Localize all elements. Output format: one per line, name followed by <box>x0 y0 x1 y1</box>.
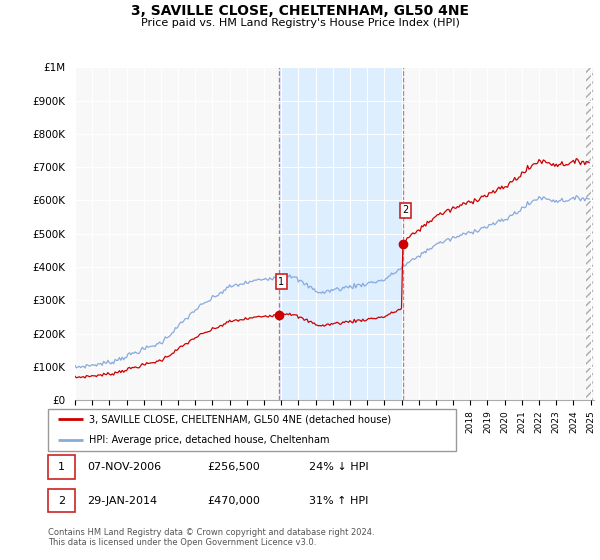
Text: 07-NOV-2006: 07-NOV-2006 <box>87 462 161 472</box>
Text: 1: 1 <box>58 462 65 472</box>
Bar <box>279 67 403 400</box>
Bar <box>587 67 592 400</box>
Text: Price paid vs. HM Land Registry's House Price Index (HPI): Price paid vs. HM Land Registry's House … <box>140 18 460 29</box>
Text: 1: 1 <box>278 277 284 287</box>
Text: 24% ↓ HPI: 24% ↓ HPI <box>309 462 368 472</box>
Text: £256,500: £256,500 <box>207 462 260 472</box>
Text: 2: 2 <box>403 206 409 216</box>
Text: 2: 2 <box>58 496 65 506</box>
Bar <box>586 67 593 400</box>
Text: Contains HM Land Registry data © Crown copyright and database right 2024.
This d: Contains HM Land Registry data © Crown c… <box>48 528 374 547</box>
Text: HPI: Average price, detached house, Cheltenham: HPI: Average price, detached house, Chel… <box>89 435 329 445</box>
FancyBboxPatch shape <box>48 409 456 451</box>
Text: £470,000: £470,000 <box>207 496 260 506</box>
Text: 31% ↑ HPI: 31% ↑ HPI <box>309 496 368 506</box>
Text: 3, SAVILLE CLOSE, CHELTENHAM, GL50 4NE (detached house): 3, SAVILLE CLOSE, CHELTENHAM, GL50 4NE (… <box>89 414 391 424</box>
Text: 3, SAVILLE CLOSE, CHELTENHAM, GL50 4NE: 3, SAVILLE CLOSE, CHELTENHAM, GL50 4NE <box>131 4 469 18</box>
Text: 29-JAN-2014: 29-JAN-2014 <box>87 496 157 506</box>
